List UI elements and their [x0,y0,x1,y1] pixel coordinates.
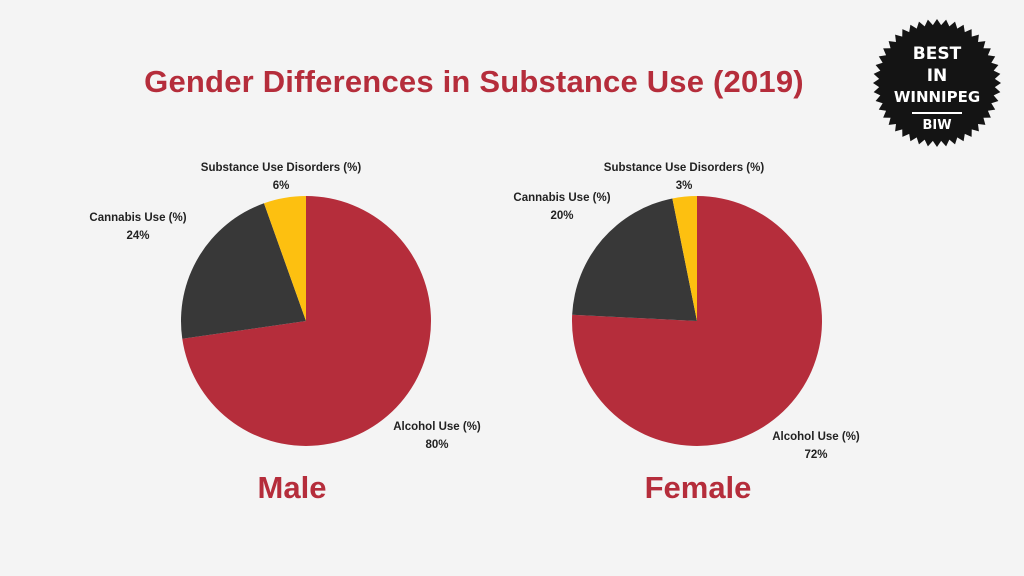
badge-line-1: BEST [912,44,962,64]
female-cannabis-slice [572,198,697,321]
badge-line-3: WINNIPEG [893,88,981,106]
male-disorders-slice [263,196,306,321]
female-chart-label: Female [644,470,752,505]
female-cannabis-value-label: 20% [550,210,573,222]
male-alcohol-label: Alcohol Use (%) [393,421,481,433]
female-alcohol-slice [571,196,822,447]
best-in-winnipeg-logo: BEST IN WINNIPEG BIW [872,18,1002,148]
female-disorders-label: Substance Use Disorders (%) [604,162,765,174]
male-disorders-value-label: 6% [273,180,290,192]
female-disorders-value-label: 3% [676,180,693,192]
male-cannabis-slice [180,203,306,339]
badge-divider [912,112,962,114]
badge-line-4: BIW [922,118,952,133]
chart-title: Gender Differences in Substance Use (201… [144,64,804,99]
badge-line-2: IN [926,66,948,86]
female-alcohol-label: Alcohol Use (%) [772,431,860,443]
female-alcohol-value-label: 72% [804,449,827,461]
male-chart-label: Male [257,470,327,505]
male-cannabis-value-label: 24% [126,230,149,242]
female-disorders-slice [672,196,697,321]
badge-seal-shape [873,19,1001,147]
male-disorders-label: Substance Use Disorders (%) [201,162,362,174]
male-cannabis-label: Cannabis Use (%) [89,212,186,224]
male-alcohol-slice [182,196,431,446]
female-cannabis-label: Cannabis Use (%) [513,192,610,204]
male-alcohol-value-label: 80% [425,439,448,451]
